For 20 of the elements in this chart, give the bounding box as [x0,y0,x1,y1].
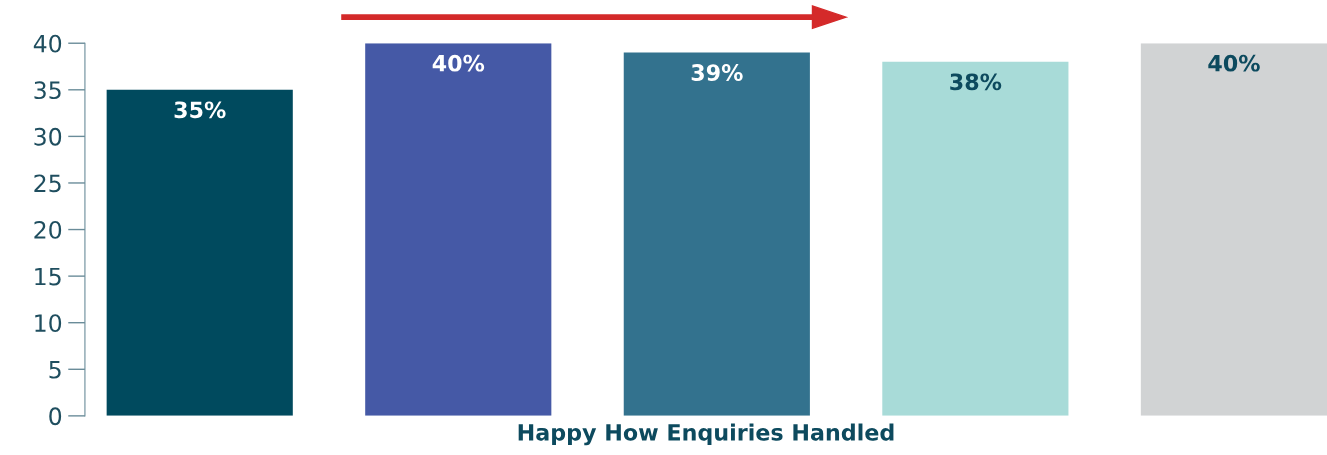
y-tick-label: 25 [34,174,61,193]
y-tick-label: 35 [34,81,61,100]
data-label: 38% [950,73,1002,91]
y-tick-label: 40 [33,34,62,53]
bar [882,61,1069,416]
y-tick-label: 15 [35,267,61,286]
bar [106,89,293,416]
y-tick-label: 5 [49,361,61,379]
data-label: 35% [174,101,226,119]
x-axis-title: Happy How Enquiries Handled [518,423,894,446]
bar [1140,43,1327,416]
y-tick-label: 10 [35,314,62,333]
data-label: 40% [1208,54,1260,72]
bar [365,43,552,416]
y-tick-label: 0 [49,407,62,426]
y-tick-label: 20 [34,220,62,239]
bar [623,52,810,416]
y-tick-label: 30 [34,127,62,146]
data-label: 40% [432,54,485,72]
data-label: 39% [691,64,743,81]
